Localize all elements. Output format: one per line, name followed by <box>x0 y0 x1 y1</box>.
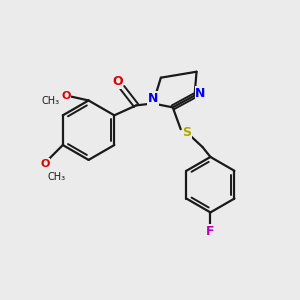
Text: O: O <box>40 159 50 169</box>
Text: N: N <box>195 87 206 100</box>
Text: S: S <box>182 126 191 139</box>
Text: O: O <box>112 75 123 88</box>
Text: O: O <box>61 91 70 100</box>
Text: CH₃: CH₃ <box>48 172 66 182</box>
Text: CH₃: CH₃ <box>42 97 60 106</box>
Text: F: F <box>206 225 215 238</box>
Text: N: N <box>148 92 158 105</box>
